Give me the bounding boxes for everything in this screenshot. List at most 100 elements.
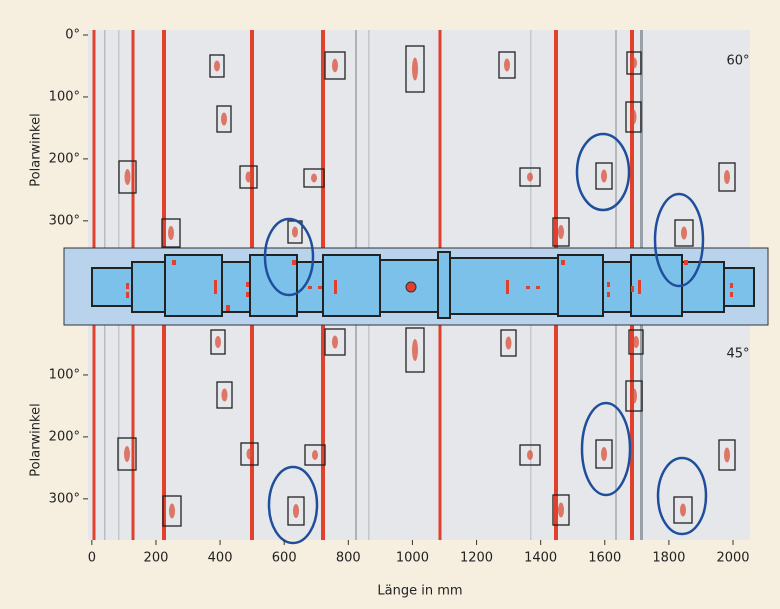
indication-box [625, 101, 642, 133]
indication-box [625, 380, 643, 412]
defect-mark [214, 280, 217, 294]
defect-mark [246, 292, 249, 297]
indication-box [304, 444, 326, 466]
x-axis-label: Länge in mm [377, 584, 462, 599]
y-tick-label: 0° [65, 28, 80, 43]
indication-box [209, 54, 225, 78]
x-tick-label: 2000 [716, 551, 749, 566]
indication-box [595, 162, 613, 190]
angle-label: 45° [726, 347, 749, 362]
indication-box [239, 165, 258, 189]
shaft-segment [91, 267, 133, 307]
angle-label: 60° [726, 54, 749, 69]
x-tick-label: 1800 [652, 551, 685, 566]
indication-box [405, 45, 425, 93]
highlight-circle [653, 192, 705, 288]
indication-box [240, 442, 259, 466]
indication-box [117, 437, 137, 471]
indication-box [287, 496, 305, 526]
indication [504, 58, 510, 72]
indication [124, 446, 130, 462]
defect-mark [607, 292, 610, 297]
shaft-segment [723, 267, 755, 307]
defect-mark [318, 286, 322, 289]
highlight-circle [580, 401, 632, 497]
shaft-segment [681, 261, 725, 313]
indication [312, 450, 318, 460]
indication-box [519, 167, 541, 187]
indication-box [324, 51, 346, 80]
y-tick-label: 100° [49, 367, 80, 382]
indication [293, 504, 299, 518]
defect-mark [684, 260, 688, 265]
y-axis-label: Polarwinkel [29, 403, 44, 476]
x-tick-label: 200 [144, 551, 169, 566]
indication-box [519, 444, 541, 466]
indication [527, 172, 533, 182]
indication [412, 339, 418, 361]
defect-mark [246, 282, 249, 287]
indication [412, 57, 418, 81]
indication-box [161, 218, 181, 248]
indication-box [552, 494, 570, 526]
indication [124, 169, 131, 185]
shaft-segment [221, 261, 251, 313]
indication [505, 336, 512, 350]
shaft-segment [131, 261, 166, 313]
defect-mark [561, 260, 565, 265]
indication-box [303, 168, 325, 188]
defect-mark [607, 282, 610, 287]
indication [214, 60, 220, 72]
x-tick-label: 600 [272, 551, 297, 566]
defect-mark [638, 280, 641, 294]
indication [601, 169, 607, 183]
indication-box [718, 439, 736, 471]
indication [527, 450, 533, 460]
defect-mark [126, 292, 129, 298]
indication-box [674, 219, 694, 247]
indication [558, 502, 564, 518]
shaft-segment [437, 251, 451, 319]
indication [292, 226, 298, 238]
defect-mark [292, 260, 296, 265]
indication-box [162, 495, 182, 527]
indication [246, 448, 253, 460]
x-tick-label: 1200 [460, 551, 493, 566]
y-axis-label: Polarwinkel [29, 113, 44, 186]
defect-mark [308, 286, 312, 289]
indication-box [628, 329, 644, 355]
defect-mark [536, 286, 540, 289]
indication [332, 58, 338, 73]
defect-mark [126, 283, 129, 289]
indication-box [324, 328, 346, 356]
indication-box [216, 381, 233, 409]
defect-mark [506, 280, 509, 294]
indication [168, 226, 174, 240]
indication [681, 226, 687, 240]
indication-box [718, 162, 736, 192]
x-tick-label: 1000 [396, 551, 429, 566]
highlight-circle [263, 217, 315, 297]
indication-box [216, 105, 232, 133]
indication [631, 57, 637, 69]
defect-mark [526, 286, 530, 289]
indication [724, 170, 730, 184]
indication-box [405, 327, 425, 373]
defect-mark [730, 292, 733, 297]
defect-mark [730, 283, 733, 288]
indication-box [595, 439, 613, 469]
indication [332, 335, 338, 349]
y-tick-label: 300° [49, 213, 80, 228]
defect-mark [334, 280, 337, 294]
defect-mark [172, 260, 176, 265]
indication-box [118, 160, 137, 194]
x-tick-label: 0 [88, 551, 96, 566]
shaft-segment [449, 257, 559, 315]
x-tick-label: 800 [336, 551, 361, 566]
indication [601, 447, 607, 461]
highlight-circle [267, 465, 319, 545]
indication [311, 173, 317, 183]
highlight-circle [656, 456, 708, 536]
scan-features [63, 30, 769, 545]
